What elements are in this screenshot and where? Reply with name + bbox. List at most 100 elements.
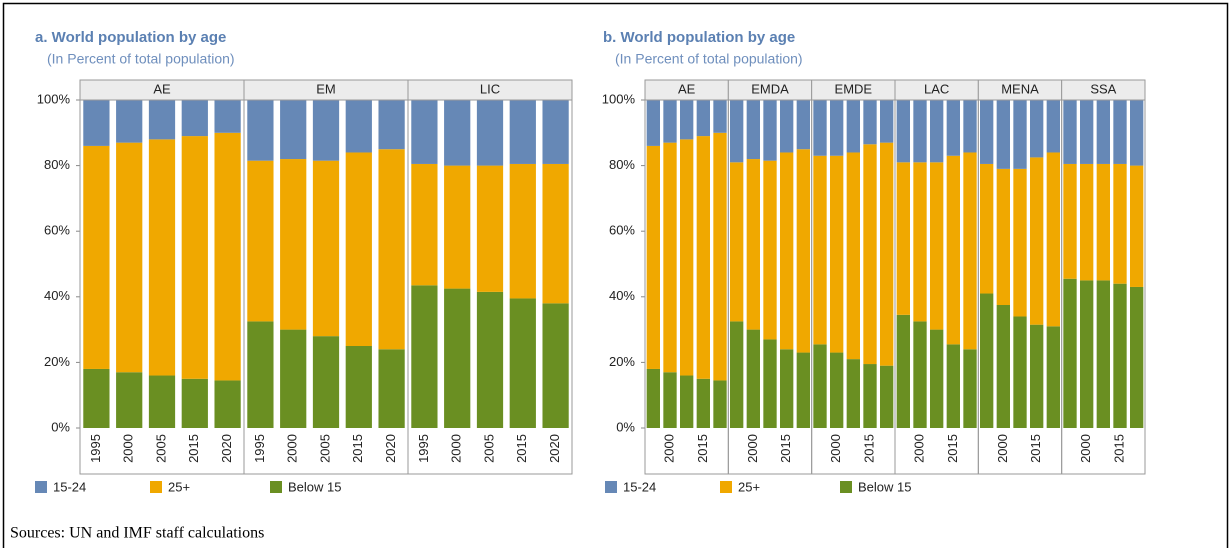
legend-swatch [35, 481, 47, 493]
bar-segment [280, 100, 307, 160]
bar-segment [696, 100, 710, 137]
bar-segment [980, 163, 994, 294]
bar-segment [247, 100, 274, 161]
x-tick-label: 2015 [1028, 434, 1043, 463]
x-tick-label: 2000 [449, 434, 464, 463]
bar-segment [1013, 316, 1027, 428]
bar-segment [863, 100, 877, 145]
bar-segment [880, 142, 894, 366]
bar-segment [663, 100, 677, 143]
bar-segment [312, 100, 340, 161]
bar-segment [411, 285, 438, 428]
legend-swatch [605, 481, 617, 493]
legend-swatch [270, 481, 282, 493]
bar-segment [1063, 163, 1077, 279]
bar-segment [946, 100, 960, 156]
bar-segment [963, 349, 977, 428]
bar-segment [1063, 100, 1077, 164]
bar-segment [880, 365, 894, 428]
bar-segment [730, 100, 744, 163]
bar-segment [148, 375, 176, 428]
y-tick-label: 20% [44, 354, 70, 369]
bar-segment [696, 378, 710, 428]
bar-segment [1130, 100, 1144, 166]
bar-segment [1130, 286, 1144, 428]
bar-segment [813, 100, 827, 156]
bar-segment [830, 100, 844, 156]
y-tick-label: 100% [37, 91, 71, 106]
x-tick-label: 2020 [547, 434, 562, 463]
bar-segment [830, 352, 844, 428]
x-tick-label: 2005 [153, 434, 168, 463]
facet-label: SSA [1090, 81, 1116, 96]
facet-label: AE [678, 81, 696, 96]
bar-segment [1046, 326, 1060, 428]
bar-segment [896, 162, 910, 315]
bar-segment [1013, 168, 1027, 317]
bar-segment [863, 364, 877, 428]
bar-segment [181, 136, 208, 379]
legend-swatch [150, 481, 162, 493]
bar-segment [813, 155, 827, 345]
bar-segment [312, 336, 340, 428]
bar-segment [1130, 165, 1144, 287]
bar-segment [247, 321, 274, 428]
facet-label: EM [316, 81, 336, 96]
bar-segment [913, 321, 927, 428]
x-tick-label: 2015 [1111, 434, 1126, 463]
bar-segment [214, 100, 241, 133]
x-tick-label: 2000 [745, 434, 760, 463]
bar-segment [345, 152, 372, 346]
y-tick-label: 100% [602, 91, 636, 106]
y-tick-label: 60% [609, 223, 635, 238]
bar-segment [846, 359, 860, 428]
bar-segment [444, 100, 471, 166]
bar-segment [214, 380, 241, 428]
y-tick-label: 40% [44, 288, 70, 303]
x-tick-label: 2015 [861, 434, 876, 463]
x-tick-label: 2000 [995, 434, 1010, 463]
bar-segment [996, 100, 1010, 169]
bar-segment [1046, 100, 1060, 153]
chart-title: a. World population by age [35, 29, 226, 46]
bar-segment [796, 149, 810, 353]
x-tick-label: 1995 [88, 434, 103, 463]
x-tick-label: 2000 [121, 434, 136, 463]
bar-segment [846, 152, 860, 360]
bar-segment [946, 344, 960, 428]
bar-segment [730, 162, 744, 322]
bar-segment [1030, 100, 1044, 158]
bar-segment [680, 100, 694, 140]
x-tick-label: 2005 [481, 434, 496, 463]
bar-segment [83, 145, 110, 369]
bar-segment [863, 144, 877, 365]
bar-segment [476, 100, 504, 166]
bar-segment [996, 168, 1010, 305]
bar-segment [780, 152, 794, 350]
x-tick-label: 2015 [350, 434, 365, 463]
bar-segment [746, 329, 760, 428]
bar-segment [713, 132, 727, 381]
facet-panel [407, 99, 573, 475]
x-tick-label: 2000 [285, 434, 300, 463]
bar-segment [963, 152, 977, 350]
bar-segment [247, 160, 274, 322]
bar-segment [846, 100, 860, 153]
y-tick-label: 60% [44, 223, 70, 238]
bar-segment [680, 139, 694, 376]
legend-label: Below 15 [288, 479, 341, 494]
x-tick-label: 2000 [828, 434, 843, 463]
bar-segment [345, 346, 372, 428]
facet-label: LAC [924, 81, 949, 96]
source-note: Sources: UN and IMF staff calculations [10, 525, 264, 542]
facet-label: LIC [480, 81, 500, 96]
bar-segment [1113, 163, 1127, 284]
bar-segment [444, 165, 471, 289]
legend-swatch [720, 481, 732, 493]
bar-segment [763, 160, 777, 340]
x-tick-label: 2015 [514, 434, 529, 463]
bar-segment [280, 329, 307, 428]
bar-segment [713, 380, 727, 428]
bar-segment [181, 100, 208, 137]
